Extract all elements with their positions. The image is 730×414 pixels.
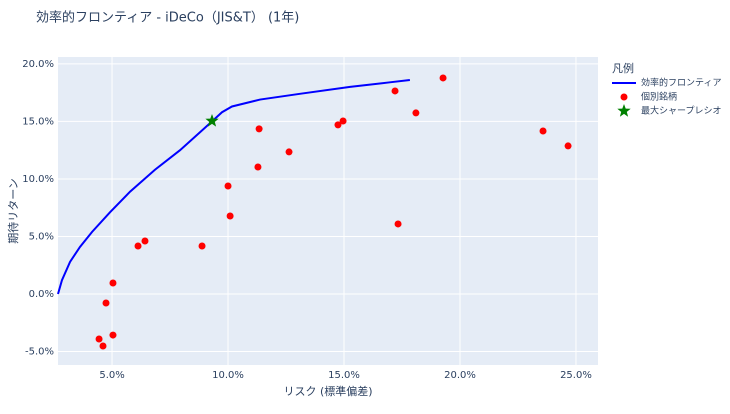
x-tick-label: 20.0% (444, 370, 476, 381)
asset-point (391, 87, 399, 95)
x-tick-label: 10.0% (212, 370, 244, 381)
asset-point (394, 220, 402, 228)
plot-area (58, 57, 598, 365)
asset-point (226, 212, 234, 220)
asset-point (95, 335, 103, 343)
y-tick-label: 10.0% (22, 174, 54, 185)
asset-point (134, 242, 142, 250)
x-tick-label: 15.0% (328, 370, 360, 381)
asset-point (198, 242, 206, 250)
asset-point (141, 237, 149, 245)
asset-point (412, 109, 420, 117)
asset-point (334, 121, 342, 129)
legend-label: 個別銘柄 (641, 91, 677, 103)
y-tick-label: 5.0% (29, 231, 54, 242)
asset-point (102, 299, 110, 307)
legend-swatch (617, 104, 631, 117)
x-tick-label: 5.0% (99, 370, 124, 381)
asset-point (339, 117, 347, 125)
y-tick-label: 20.0% (22, 59, 54, 70)
asset-point (99, 342, 107, 350)
legend-title: 凡例 (612, 61, 634, 75)
legend-label: 最大シャープレシオ (641, 105, 721, 117)
y-tick-label: 0.0% (29, 289, 54, 300)
max-sharpe-point (205, 114, 219, 127)
legend-label: 効率的フロンティア (641, 77, 721, 89)
asset-point (109, 331, 117, 339)
asset-point (109, 279, 117, 287)
asset-point (539, 127, 547, 135)
y-tick-label: 15.0% (22, 116, 54, 127)
y-axis-label: 期待リターン (6, 178, 20, 243)
asset-point (439, 74, 447, 82)
asset-point (255, 125, 263, 133)
x-tick-label: 25.0% (560, 370, 592, 381)
legend-swatch (620, 93, 628, 101)
x-axis-label: リスク (標準偏差) (283, 384, 372, 398)
asset-point (564, 142, 572, 150)
chart-title: 効率的フロンティア - iDeCo（JIS&T） (1年) (36, 10, 299, 26)
asset-point (254, 163, 262, 171)
frontier-line (57, 79, 410, 295)
asset-point (285, 148, 293, 156)
y-tick-label: -5.0% (25, 347, 54, 358)
asset-point (224, 182, 232, 190)
